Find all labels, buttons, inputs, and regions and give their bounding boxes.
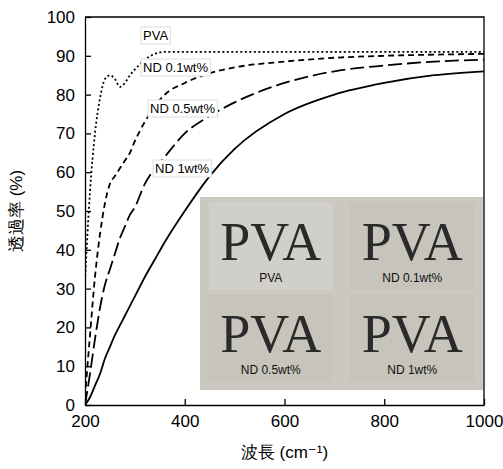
- x-tick: 600: [271, 399, 299, 431]
- inset: PVAPVAPVAND 0.1wt%PVAND 0.5wt%PVAND 1wt%: [200, 197, 483, 390]
- inset-text: PVA: [362, 212, 463, 272]
- y-tick-label: 40: [56, 241, 75, 260]
- y-tick-label: 20: [56, 318, 75, 337]
- y-tick: 100: [47, 8, 91, 27]
- legend-label: ND 0.5wt%: [150, 101, 215, 116]
- y-tick-label: 90: [56, 47, 75, 66]
- inset-background: [200, 197, 483, 390]
- legend-label-background: [148, 100, 217, 117]
- legend: PVA ND 0.1wt% ND 0.5wt% ND 1wt%: [141, 27, 217, 177]
- y-tick: 80: [56, 86, 91, 105]
- y-tick-label: 80: [56, 86, 75, 105]
- y-tick-mark: [85, 288, 91, 289]
- inset-caption: ND 0.1wt%: [382, 271, 442, 285]
- y-tick: 50: [56, 202, 91, 221]
- legend-label-background: [141, 59, 210, 76]
- y-tick-mark: [85, 250, 91, 251]
- inset-caption: PVA: [259, 271, 282, 285]
- inset-film: [350, 202, 474, 290]
- y-tick-label: 50: [56, 202, 75, 221]
- y-tick: 90: [56, 47, 91, 66]
- series-line: [85, 52, 484, 281]
- x-tick-mark: [284, 399, 285, 405]
- inset-text: PVA: [220, 212, 321, 272]
- inset-text: PVA: [362, 304, 463, 364]
- y-axis-title: 透過率 (%): [7, 170, 26, 252]
- y-tick: 20: [56, 318, 91, 337]
- y-tick-mark: [85, 133, 91, 134]
- y-tick-mark: [85, 327, 91, 328]
- inset-film: [350, 294, 474, 382]
- inset-film: [209, 202, 333, 290]
- x-axis-line: [86, 405, 485, 406]
- lines: [85, 52, 484, 405]
- y-tick-mark: [85, 172, 91, 173]
- y-tick: 70: [56, 124, 91, 143]
- plot-frame: [85, 17, 484, 405]
- x-tick-label: 200: [71, 412, 99, 431]
- legend-label: PVA: [143, 28, 168, 43]
- x-axis: 200 400 600 800 1000: [71, 399, 503, 431]
- y-tick-label: 30: [56, 280, 75, 299]
- y-tick: 60: [56, 163, 91, 182]
- series-line: [85, 54, 484, 397]
- y-tick-label: 60: [56, 163, 75, 182]
- inset-film: [209, 294, 333, 382]
- x-tick: 800: [371, 399, 399, 431]
- legend-label-background: [153, 160, 212, 177]
- y-tick: 30: [56, 280, 91, 299]
- x-tick: 400: [171, 399, 199, 431]
- y-tick-label: 100: [47, 8, 75, 27]
- y-tick-label: 70: [56, 124, 75, 143]
- chart: 200 400 600 800 1000 0 10 20 30 40 50 60 70 80 90 100 PV…: [0, 0, 503, 469]
- y-tick-label: 0: [66, 396, 75, 415]
- x-tick-mark: [185, 399, 186, 405]
- y-tick-mark: [85, 405, 91, 406]
- x-axis-title: 波長 (cm⁻¹): [241, 443, 328, 462]
- inset-caption: ND 1wt%: [387, 363, 437, 377]
- x-tick-label: 400: [171, 412, 199, 431]
- legend-label: ND 0.1wt%: [143, 60, 208, 75]
- legend-label: ND 1wt%: [155, 161, 210, 176]
- x-tick-mark: [384, 399, 385, 405]
- y-tick: 0: [66, 396, 91, 415]
- y-tick-mark: [85, 56, 91, 57]
- legend-label-background: [141, 27, 170, 44]
- x-tick-label: 1000: [466, 412, 503, 431]
- x-tick-label: 600: [271, 412, 299, 431]
- x-tick-label: 800: [371, 412, 399, 431]
- y-axis: 0 10 20 30 40 50 60 70 80 90 100: [47, 8, 91, 415]
- inset-caption: ND 0.5wt%: [241, 363, 301, 377]
- inset-text: PVA: [220, 304, 321, 364]
- y-tick-mark: [85, 94, 91, 95]
- y-tick: 10: [56, 357, 91, 376]
- series-line: [85, 71, 484, 405]
- y-tick-label: 10: [56, 357, 75, 376]
- series-line: [85, 60, 484, 405]
